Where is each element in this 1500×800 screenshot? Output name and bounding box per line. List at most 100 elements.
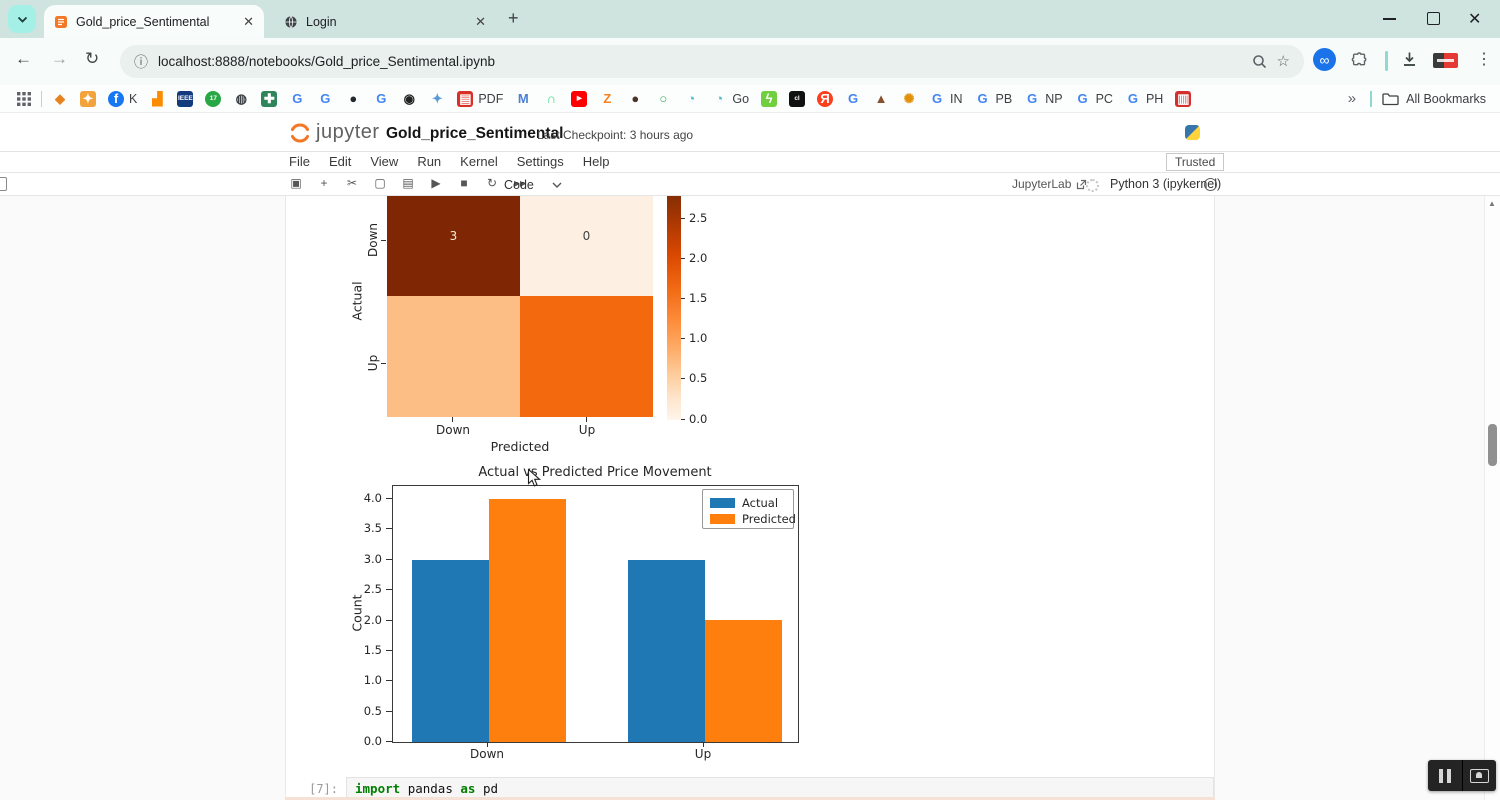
scrollbar-thumb[interactable] xyxy=(1488,424,1497,466)
menu-view[interactable]: View xyxy=(370,154,399,169)
close-icon[interactable]: ✕ xyxy=(243,14,254,29)
menu-edit[interactable]: Edit xyxy=(328,154,352,169)
save-icon[interactable]: ▣ xyxy=(290,176,302,190)
browser-menu-icon[interactable]: ⋮ xyxy=(1476,51,1492,68)
open-jupyterlab-link[interactable]: JupyterLab xyxy=(1012,177,1087,191)
code-line[interactable]: import pandas as pd xyxy=(347,778,1213,799)
bookmark-item[interactable]: G PB xyxy=(975,91,1012,107)
all-bookmarks-button[interactable]: All Bookmarks xyxy=(1406,91,1486,106)
bookmark-item[interactable]: ✦ xyxy=(80,90,96,107)
menu-run[interactable]: Run xyxy=(417,154,442,169)
tick-mark xyxy=(381,240,386,241)
video-overlay-controls[interactable] xyxy=(1428,760,1496,791)
bookmark-item[interactable]: ϟ xyxy=(761,90,778,107)
bookmark-item[interactable]: Я xyxy=(817,90,834,107)
scroll-up-arrow[interactable]: ▲ xyxy=(1488,199,1496,208)
extensions-puzzle-icon[interactable] xyxy=(1350,52,1367,69)
bookmark-item[interactable]: ▥ xyxy=(1175,90,1192,107)
bookmark-item[interactable]: 17 xyxy=(205,90,222,107)
bookmark-item[interactable]: G xyxy=(373,91,389,107)
cell-type-dropdown[interactable]: Code xyxy=(504,178,534,192)
bookmark-item[interactable]: G xyxy=(317,91,333,107)
paste-cell-icon[interactable]: ▤ xyxy=(402,176,414,190)
nb-toolbar-icons: ▣ + ✂ ▢ ▤ ▶ ■ ↻ ▸▸ xyxy=(290,176,526,190)
bookmark-item[interactable]: ✚ xyxy=(261,90,278,107)
bookmark-item[interactable]: ○ xyxy=(655,91,671,107)
trusted-badge[interactable]: Trusted xyxy=(1166,153,1225,171)
site-info-icon[interactable]: ⓘ xyxy=(134,53,148,70)
bookmark-item[interactable]: G PC xyxy=(1075,91,1113,107)
download-icon[interactable] xyxy=(1402,51,1417,67)
new-tab-button[interactable]: + xyxy=(508,8,519,28)
bookmark-favicon: G xyxy=(847,90,859,106)
menu-kernel[interactable]: Kernel xyxy=(460,154,498,169)
tab-search-button[interactable] xyxy=(8,5,36,33)
bookmark-item[interactable]: ∩ xyxy=(543,91,559,107)
bookmark-item[interactable]: ◉ xyxy=(401,91,417,107)
pause-button[interactable] xyxy=(1428,760,1462,791)
bookmark-item[interactable]: ▟ xyxy=(149,91,165,107)
reload-button[interactable]: ↻ xyxy=(85,49,100,68)
menu-settings[interactable]: Settings xyxy=(516,154,564,169)
bookmark-item[interactable]: ▶ xyxy=(571,90,588,107)
cut-cell-icon[interactable]: ✂ xyxy=(346,176,358,190)
window-minimize-button[interactable] xyxy=(1383,18,1396,20)
jupyter-logo-text[interactable]: jupyter xyxy=(316,121,380,143)
bookmark-item[interactable]: G PH xyxy=(1125,91,1163,107)
window-close-button[interactable]: ✕ xyxy=(1468,11,1482,28)
menu-help[interactable]: Help xyxy=(582,154,610,169)
bookmark-item[interactable]: G NP xyxy=(1024,91,1062,107)
close-icon[interactable]: ✕ xyxy=(475,14,486,29)
url-text[interactable]: localhost:8888/notebooks/Gold_price_Sent… xyxy=(158,54,495,69)
bookmark-star-icon[interactable]: ☆ xyxy=(1276,53,1290,70)
bookmark-item[interactable]: M xyxy=(515,91,531,107)
bookmark-item[interactable]: ▲ xyxy=(873,91,889,107)
run-cell-icon[interactable]: ▶ xyxy=(431,176,441,190)
bookmark-favicon: ● xyxy=(349,90,358,106)
apps-grid-icon[interactable] xyxy=(17,91,31,106)
bookmark-item[interactable]: ● xyxy=(345,91,361,107)
gear-icon[interactable] xyxy=(1086,179,1099,192)
bookmark-item[interactable]: ✦ xyxy=(429,91,445,107)
address-bar[interactable]: ⓘ localhost:8888/notebooks/Gold_price_Se… xyxy=(120,45,1304,78)
tab-gold-price-sentimental[interactable]: Gold_price_Sentimental ✕ xyxy=(44,5,264,38)
bookmark-item[interactable]: ▤ PDF xyxy=(457,90,503,107)
bookmark-item[interactable]: ◆ xyxy=(52,91,68,107)
back-button[interactable]: ← xyxy=(15,49,32,68)
run-all-cells-icon[interactable]: ▸▸ xyxy=(514,176,527,190)
bookmark-item[interactable]: ◔ xyxy=(683,91,699,107)
bar-predicted-up xyxy=(704,620,782,742)
extension-badge-icon[interactable] xyxy=(1433,53,1458,68)
forward-button[interactable]: → xyxy=(51,49,68,68)
chevron-down-icon[interactable] xyxy=(552,182,562,188)
bar-xtick-down: Down xyxy=(469,747,505,761)
profile-extension-icon[interactable]: ∞ xyxy=(1313,48,1336,71)
bookmark-item[interactable]: G xyxy=(845,91,861,107)
bookmark-item[interactable]: ● xyxy=(627,91,643,107)
kernel-name[interactable]: Python 3 (ipykernel) xyxy=(1110,177,1222,191)
bookmark-item[interactable]: ◔ Go xyxy=(711,91,749,107)
bookmark-item[interactable]: ✺ xyxy=(901,91,917,107)
menu-file[interactable]: File xyxy=(289,154,310,169)
restart-kernel-icon[interactable]: ↻ xyxy=(486,176,498,190)
notebook-title[interactable]: Gold_price_Sentimental xyxy=(386,125,564,142)
zoom-icon[interactable] xyxy=(1252,54,1267,69)
interrupt-kernel-icon[interactable]: ■ xyxy=(460,176,468,190)
bookmark-item[interactable]: cl xyxy=(789,90,806,107)
bookmark-item[interactable]: G IN xyxy=(929,91,963,107)
add-cell-icon[interactable]: + xyxy=(320,176,328,190)
bookmarks-overflow-icon[interactable]: » xyxy=(1347,90,1357,107)
bookmark-item[interactable]: IEEE xyxy=(177,90,194,107)
bookmark-item[interactable]: G xyxy=(289,91,305,107)
external-link-icon xyxy=(1077,179,1087,189)
picture-in-picture-button[interactable] xyxy=(1463,760,1497,791)
bookmark-item[interactable]: Z xyxy=(599,91,615,107)
vertical-scrollbar[interactable]: ▲ xyxy=(1484,196,1500,800)
copy-cell-icon[interactable]: ▢ xyxy=(374,176,386,190)
bookmark-item[interactable]: ◍ xyxy=(233,91,249,107)
bookmark-favicon: ✦ xyxy=(431,90,443,106)
window-maximize-button[interactable] xyxy=(1427,12,1440,25)
tab-login[interactable]: Login ✕ xyxy=(274,5,496,38)
